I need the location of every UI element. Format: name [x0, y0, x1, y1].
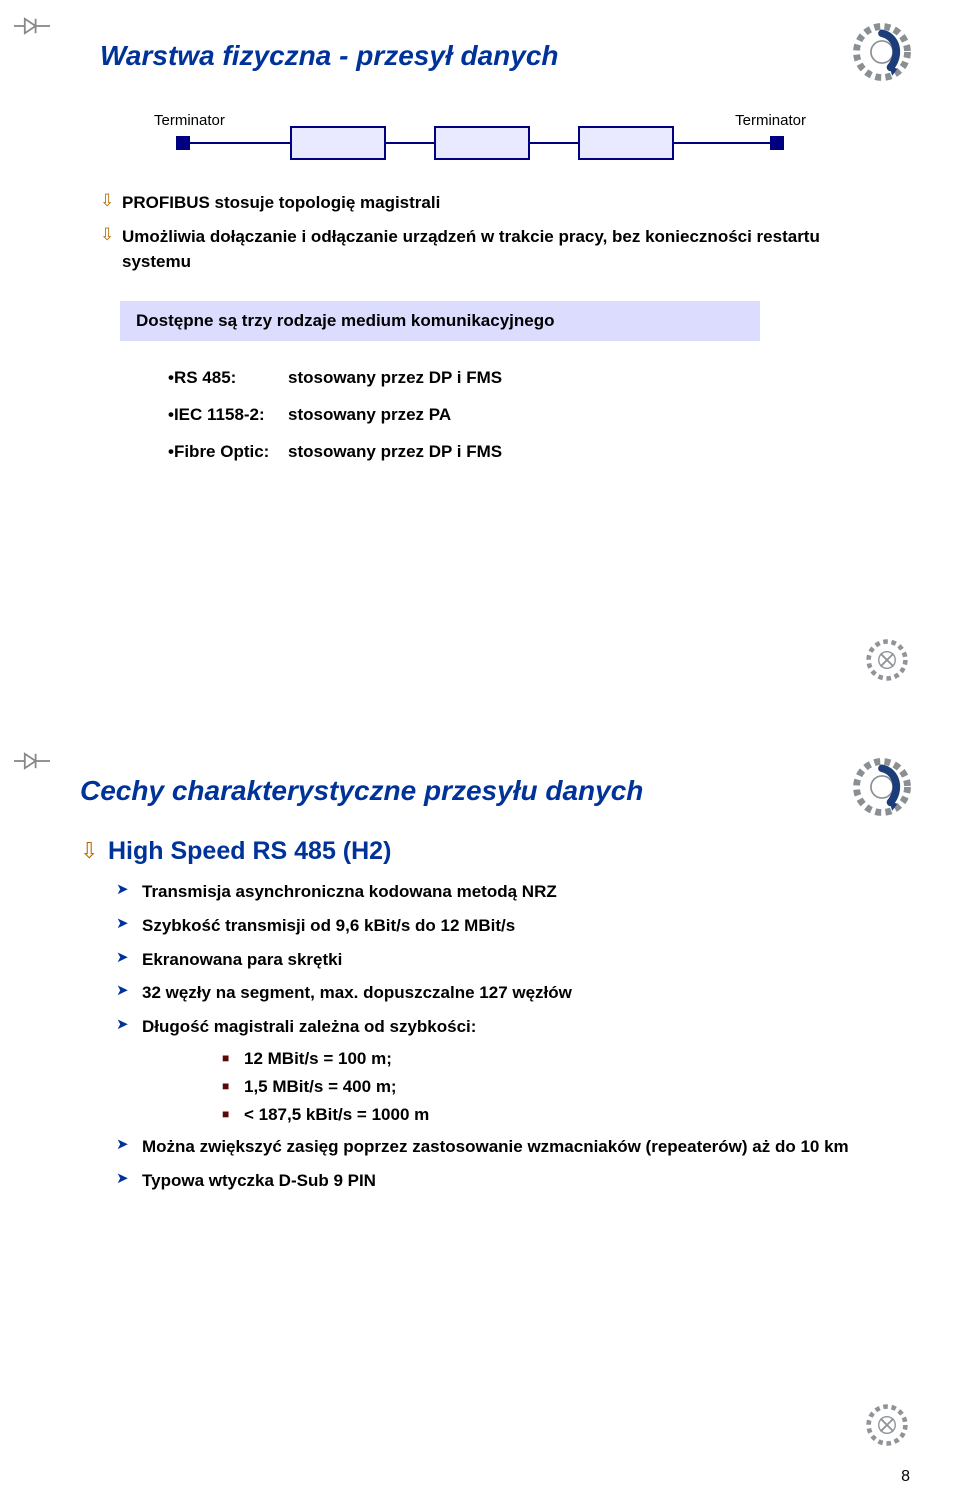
media-row: •Fibre Optic:stosowany przez DP i FMS [168, 433, 900, 470]
media-val: stosowany przez PA [288, 405, 451, 424]
list-item: ⇩ Umożliwia dołączanie i odłączanie urzą… [100, 224, 900, 275]
list-item-text: 1,5 MBit/s = 400 m; [244, 1077, 397, 1097]
list-item-text: Umożliwia dołączanie i odłączanie urządz… [122, 224, 862, 275]
triangle-bullet-icon: ➤ [116, 914, 142, 934]
list-item-text: Szybkość transmisji od 9,6 kBit/s do 12 … [142, 914, 515, 938]
feature-list: ➤ Transmisja asynchroniczna kodowana met… [116, 880, 900, 1193]
page-number: 8 [901, 1468, 910, 1486]
bus-node [290, 126, 386, 160]
list-item-text: Transmisja asynchroniczna kodowana metod… [142, 880, 557, 904]
square-bullet-icon: ■ [222, 1077, 244, 1095]
hand-bullet-icon: ⇩ [100, 224, 122, 246]
media-key: •IEC 1158-2: [168, 396, 288, 433]
list-item-text: Można zwiększyć zasięg poprzez zastosowa… [142, 1135, 849, 1159]
list-item: ⇩ PROFIBUS stosuje topologię magistrali [100, 190, 900, 216]
gear-logo-icon [848, 18, 916, 86]
hand-bullet-icon: ⇩ [100, 190, 122, 212]
triangle-bullet-icon: ➤ [116, 880, 142, 900]
list-item: ➤ Typowa wtyczka D-Sub 9 PIN [116, 1169, 900, 1193]
list-item-text: Ekranowana para skrętki [142, 948, 342, 972]
subsection-heading-text: High Speed RS 485 (H2) [108, 837, 391, 866]
list-item: ■ 12 MBit/s = 100 m; [222, 1049, 900, 1069]
list-item-text: < 187,5 kBit/s = 1000 m [244, 1105, 429, 1125]
list-item: ➤ Szybkość transmisji od 9,6 kBit/s do 1… [116, 914, 900, 938]
slide-title: Cechy charakterystyczne przesyłu danych [80, 775, 900, 807]
bus-node [434, 126, 530, 160]
diode-icon [14, 749, 50, 773]
list-item: ➤ Długość magistrali zależna od szybkośc… [116, 1015, 900, 1039]
terminator-label-right: Terminator [735, 112, 806, 129]
gear-logo-small-icon [864, 1402, 910, 1448]
triangle-bullet-icon: ➤ [116, 948, 142, 968]
bullet-list: ⇩ PROFIBUS stosuje topologię magistrali … [100, 190, 900, 275]
list-item: ➤ 32 węzły na segment, max. dopuszczalne… [116, 981, 900, 1005]
triangle-bullet-icon: ➤ [116, 1169, 142, 1189]
square-bullet-icon: ■ [222, 1049, 244, 1067]
slide-title: Warstwa fizyczna - przesył danych [100, 40, 900, 72]
list-item: ■ 1,5 MBit/s = 400 m; [222, 1077, 900, 1097]
diode-icon [14, 14, 50, 38]
slide-data-transfer: Cechy charakterystyczne przesyłu danych … [0, 735, 960, 1510]
subsection-heading: ⇩ High Speed RS 485 (H2) [80, 837, 900, 866]
slide-physical-layer: Warstwa fizyczna - przesył danych Termin… [0, 0, 960, 735]
highlight-box: Dostępne są trzy rodzaje medium komunika… [120, 301, 760, 341]
media-key: •RS 485: [168, 359, 288, 396]
list-item: ➤ Ekranowana para skrętki [116, 948, 900, 972]
media-row: •IEC 1158-2:stosowany przez PA [168, 396, 900, 433]
media-val: stosowany przez DP i FMS [288, 442, 502, 461]
list-item: ➤ Można zwiększyć zasięg poprzez zastoso… [116, 1135, 900, 1159]
list-item: ➤ Transmisja asynchroniczna kodowana met… [116, 880, 900, 904]
list-item-text: Typowa wtyczka D-Sub 9 PIN [142, 1169, 376, 1193]
gear-logo-small-icon [864, 637, 910, 683]
list-item-text: 12 MBit/s = 100 m; [244, 1049, 392, 1069]
list-item-text: PROFIBUS stosuje topologię magistrali [122, 190, 440, 216]
media-row: •RS 485:stosowany przez DP i FMS [168, 359, 900, 396]
list-item-text: Długość magistrali zależna od szybkości: [142, 1015, 476, 1039]
media-key: •Fibre Optic: [168, 433, 288, 470]
list-item: ■ < 187,5 kBit/s = 1000 m [222, 1105, 900, 1125]
media-list: •RS 485:stosowany przez DP i FMS •IEC 11… [168, 359, 900, 471]
triangle-bullet-icon: ➤ [116, 981, 142, 1001]
gear-logo-icon [848, 753, 916, 821]
terminator-right [770, 136, 784, 150]
list-item-text: 32 węzły na segment, max. dopuszczalne 1… [142, 981, 572, 1005]
bus-node [578, 126, 674, 160]
square-bullet-icon: ■ [222, 1105, 244, 1123]
triangle-bullet-icon: ➤ [116, 1135, 142, 1155]
media-val: stosowany przez DP i FMS [288, 368, 502, 387]
terminator-left [176, 136, 190, 150]
bus-topology-diagram: Terminator Terminator [150, 102, 810, 180]
terminator-label-left: Terminator [154, 112, 225, 129]
speed-sublist: ■ 12 MBit/s = 100 m; ■ 1,5 MBit/s = 400 … [222, 1049, 900, 1125]
hand-bullet-icon: ⇩ [80, 837, 108, 866]
triangle-bullet-icon: ➤ [116, 1015, 142, 1035]
